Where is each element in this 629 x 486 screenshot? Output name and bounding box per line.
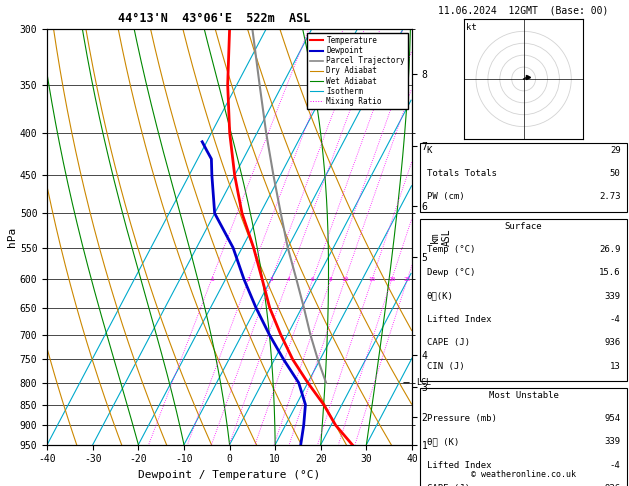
Text: 15.6: 15.6 <box>599 268 621 278</box>
Bar <box>420 219 627 381</box>
Text: Lifted Index: Lifted Index <box>426 461 491 470</box>
Text: 15: 15 <box>369 277 376 281</box>
Text: Pressure (mb): Pressure (mb) <box>426 414 496 423</box>
Text: PW (cm): PW (cm) <box>426 192 464 202</box>
Text: 8: 8 <box>329 277 333 281</box>
Text: θᴄ(K): θᴄ(K) <box>426 292 454 301</box>
Text: 3: 3 <box>270 277 274 281</box>
Text: θᴄ (K): θᴄ (K) <box>426 437 459 447</box>
Text: LCL: LCL <box>416 378 431 387</box>
Text: kt: kt <box>467 23 477 32</box>
Text: CAPE (J): CAPE (J) <box>426 338 470 347</box>
Text: -4: -4 <box>610 461 621 470</box>
Text: 26.9: 26.9 <box>599 245 621 254</box>
Text: © weatheronline.co.uk: © weatheronline.co.uk <box>471 469 576 479</box>
Text: Lifted Index: Lifted Index <box>426 315 491 324</box>
Text: 44°13'N  43°06'E  522m  ASL: 44°13'N 43°06'E 522m ASL <box>118 12 310 25</box>
Text: 954: 954 <box>604 414 621 423</box>
X-axis label: Dewpoint / Temperature (°C): Dewpoint / Temperature (°C) <box>138 470 321 480</box>
Text: 10: 10 <box>342 277 349 281</box>
Y-axis label: hPa: hPa <box>7 227 17 247</box>
Legend: Temperature, Dewpoint, Parcel Trajectory, Dry Adiabat, Wet Adiabat, Isotherm, Mi: Temperature, Dewpoint, Parcel Trajectory… <box>306 33 408 109</box>
Bar <box>420 388 627 486</box>
Text: 11.06.2024  12GMT  (Base: 00): 11.06.2024 12GMT (Base: 00) <box>438 6 609 16</box>
Text: 20: 20 <box>388 277 396 281</box>
Text: Temp (°C): Temp (°C) <box>426 245 475 254</box>
Text: Totals Totals: Totals Totals <box>426 169 496 178</box>
Text: Most Unstable: Most Unstable <box>489 391 559 400</box>
Text: CIN (J): CIN (J) <box>426 362 464 371</box>
Text: Surface: Surface <box>505 222 542 231</box>
Text: 936: 936 <box>604 338 621 347</box>
Text: 50: 50 <box>610 169 621 178</box>
Text: 29: 29 <box>610 146 621 155</box>
Text: Dewp (°C): Dewp (°C) <box>426 268 475 278</box>
Text: CAPE (J): CAPE (J) <box>426 484 470 486</box>
Text: 2.73: 2.73 <box>599 192 621 202</box>
Text: 25: 25 <box>404 277 411 281</box>
Text: K: K <box>426 146 432 155</box>
Text: -4: -4 <box>610 315 621 324</box>
Text: 4: 4 <box>286 277 290 281</box>
Text: 6: 6 <box>311 277 314 281</box>
Y-axis label: km
ASL: km ASL <box>430 228 452 246</box>
Text: 936: 936 <box>604 484 621 486</box>
Bar <box>420 143 627 212</box>
Text: 2: 2 <box>247 277 250 281</box>
Text: 1: 1 <box>210 277 214 281</box>
Text: 339: 339 <box>604 437 621 447</box>
Text: 13: 13 <box>610 362 621 371</box>
Text: 339: 339 <box>604 292 621 301</box>
